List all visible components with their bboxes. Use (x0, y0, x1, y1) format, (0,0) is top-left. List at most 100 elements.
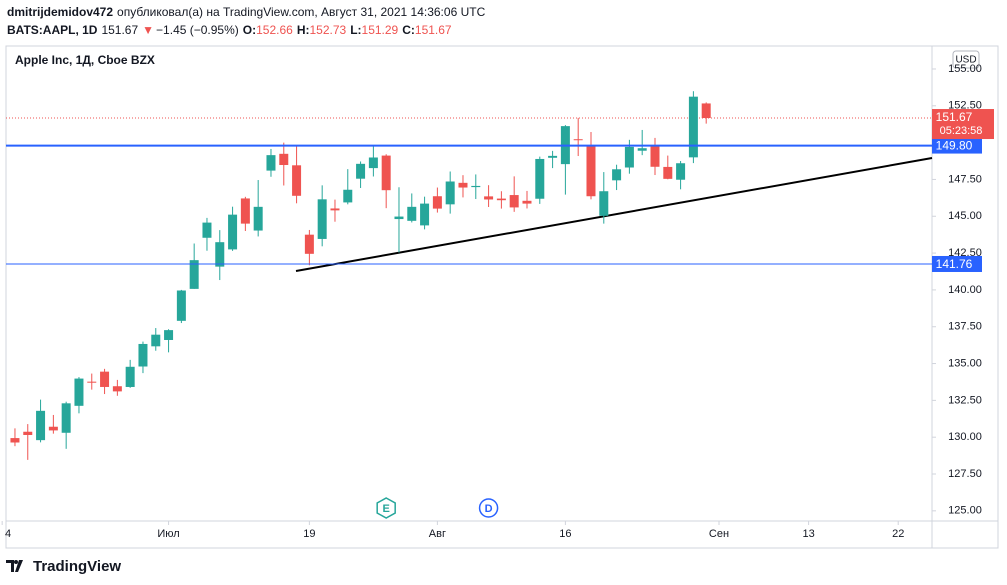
footer-brand: TradingView (33, 558, 121, 575)
event-icon (376, 497, 396, 519)
candle-body (228, 214, 238, 250)
candle-body (496, 198, 506, 201)
candle-body (176, 290, 186, 321)
candle-body (202, 222, 212, 238)
y-tick-label: 145.00 (948, 210, 982, 222)
candle-body (266, 155, 276, 171)
candle-body (509, 195, 519, 208)
candle-body (100, 371, 110, 387)
candle-body (676, 163, 686, 180)
x-tick-label: Сен (709, 528, 729, 540)
candle-body (624, 146, 634, 168)
candle-body (87, 381, 97, 383)
candle-body (292, 165, 302, 196)
h-label: H: (296, 23, 310, 37)
candle-body (420, 203, 430, 226)
hline-label: 149.80 (936, 139, 973, 153)
x-tick-label: 13 (802, 528, 814, 540)
logo-dot (14, 560, 18, 564)
candle-body (125, 366, 135, 387)
candle-body (279, 153, 289, 166)
event-label: E (383, 503, 390, 515)
hline-label: 141.76 (936, 257, 973, 271)
candle-body (304, 234, 314, 254)
x-tick-label: 4 (5, 528, 11, 540)
trend-line (295, 157, 933, 272)
event-label: D (485, 503, 493, 515)
candle-body (112, 386, 122, 392)
high: 152.73 (309, 23, 347, 37)
candle-body (240, 198, 250, 224)
y-tick-label: 135.00 (948, 357, 982, 369)
candle-body (343, 189, 353, 203)
author: dmitrijdemidov472 (7, 5, 114, 19)
candle-body (394, 216, 404, 220)
candle-body (74, 378, 84, 406)
published: опубликовал(а) на TradingView.com, Авгус… (117, 5, 486, 19)
candle-body (253, 206, 263, 231)
candle-body (688, 96, 698, 158)
event-icon (478, 498, 499, 518)
candle-body (138, 343, 148, 367)
candle-body (535, 158, 545, 199)
frame (5, 45, 999, 549)
candle-body (61, 403, 71, 433)
candle-body (23, 431, 33, 435)
candle-body (151, 334, 161, 347)
candle-body (663, 166, 673, 179)
candle-body (458, 182, 468, 188)
y-tick-label: 147.50 (948, 173, 982, 185)
candle-body (522, 200, 532, 204)
candle-body (36, 410, 46, 441)
candle-body (650, 145, 660, 167)
low: 151.29 (361, 23, 399, 37)
currency-box (952, 50, 980, 69)
y-tick-label: 152.50 (948, 100, 982, 112)
price-label-box (932, 109, 994, 140)
x-tick-label: 19 (303, 528, 315, 540)
candle-body (701, 103, 711, 119)
candle-body (330, 208, 340, 211)
candle-body (445, 181, 455, 205)
candle-body (215, 242, 225, 267)
x-tick-label: Июл (157, 528, 179, 540)
o-label: O: (242, 23, 257, 37)
plot-area (6, 91, 932, 460)
candle-body (407, 206, 417, 221)
chart-title: Apple Inc, 1Д, Cboe BZX (15, 53, 155, 67)
x-tick-label: 22 (892, 528, 904, 540)
x-tick-label: 16 (559, 528, 571, 540)
candle-body (586, 145, 596, 197)
candle-body (368, 157, 378, 169)
y-tick-label: 140.00 (948, 284, 982, 296)
open: 152.66 (256, 23, 293, 37)
candle-body (637, 148, 647, 151)
y-tick-label: 132.50 (948, 394, 982, 406)
y-tick-label: 137.50 (948, 321, 982, 333)
candle-body (317, 199, 327, 239)
header-line-1: dmitrijdemidov472 опубликовал(а) на Tradi… (7, 5, 489, 19)
logo-icon (6, 560, 23, 572)
candle-body (48, 426, 58, 431)
candle-body (573, 139, 583, 141)
currency: USD (955, 55, 976, 66)
candle-body (548, 155, 558, 158)
candle-body (189, 260, 199, 289)
candle-body (356, 163, 366, 179)
y-tick-label: 155.00 (948, 63, 982, 75)
candle-body (432, 196, 442, 209)
change: −1.45 (−0.95%) (156, 23, 239, 37)
arrow: ▼ (142, 23, 155, 37)
hline-label-box (932, 255, 982, 272)
candle-body (471, 185, 481, 188)
y-tick-label: 130.00 (948, 431, 982, 443)
candle-body (10, 438, 20, 443)
l-label: L: (350, 23, 362, 37)
candle-body (484, 196, 494, 200)
candle-body (599, 191, 609, 216)
close: 151.67 (414, 23, 452, 37)
candle-body (381, 155, 391, 191)
c-label: C: (402, 23, 415, 37)
y-tick-label: 125.00 (948, 505, 982, 517)
